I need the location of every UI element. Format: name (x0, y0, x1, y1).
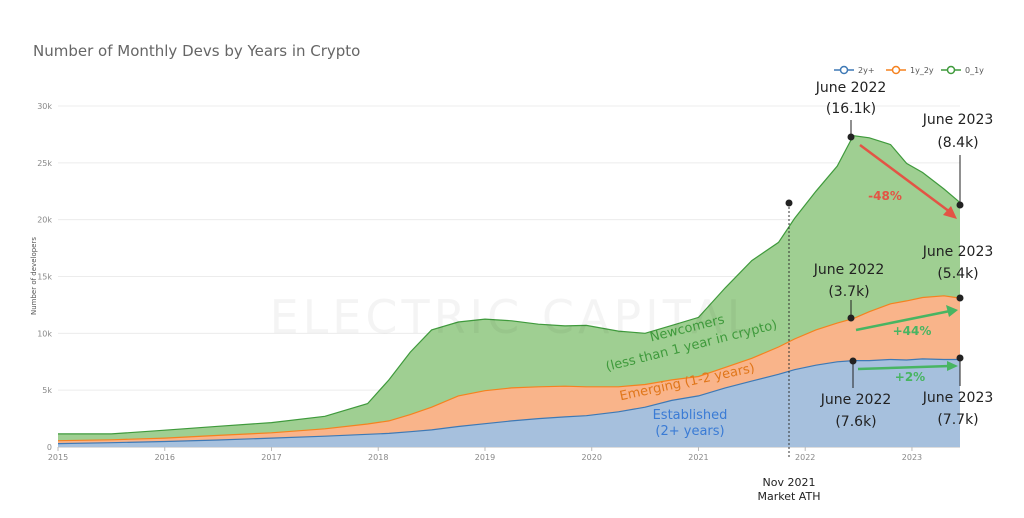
established-change-arrow (857, 364, 951, 371)
watermark: ELECTRIC CAPITAL (270, 290, 757, 344)
june2023-emerging-date: June 2023 (922, 244, 994, 260)
june2023-total-date: June 2023 (922, 112, 994, 128)
y-tick-label-2: 10k (37, 329, 52, 338)
y-axis-label: Number of developers (30, 237, 38, 315)
x-tick-label-4: 2019 (475, 453, 495, 462)
established-label-line1: Established (653, 408, 728, 423)
x-tick-label-8: 2023 (902, 453, 922, 462)
ath-marker-dot (785, 199, 793, 207)
june2023-emerging-value: (5.4k) (937, 266, 978, 282)
legend-label-0-1y: 0_1y (965, 66, 984, 75)
legend-item-0-1y[interactable]: 0_1y (941, 65, 984, 75)
chart-title: Number of Monthly Devs by Years in Crypt… (33, 42, 360, 60)
june2023-total-value: (8.4k) (937, 135, 978, 151)
area-2y-plus (58, 358, 960, 447)
legend-item-1y-2y[interactable]: 1y_2y (886, 65, 934, 75)
june2023-established-value: (7.7k) (937, 412, 978, 428)
x-tick-label-3: 2018 (368, 453, 388, 462)
june2023-total-dot (956, 201, 964, 209)
x-axis-ticks: 2015 2016 2017 2018 2019 2020 2021 2022 2023 (48, 446, 960, 462)
established-change-arrowhead (947, 361, 958, 371)
established-change-pct: +2% (895, 370, 925, 384)
area-0-1y (58, 135, 960, 441)
x-tick-label-5: 2020 (582, 453, 602, 462)
june2023-established-date: June 2023 (922, 390, 994, 406)
total-change-pct: -48% (868, 189, 902, 203)
legend-label-2y-plus: 2y+ (858, 66, 875, 75)
x-tick-label-2: 2017 (261, 453, 281, 462)
total-change-arrowhead (943, 206, 957, 219)
total-change-arrow (859, 143, 951, 214)
june2022-total-value: (16.1k) (826, 101, 876, 117)
y-tick-label-3: 15k (37, 273, 52, 282)
june2022-emerging-dot (847, 314, 855, 322)
established-label-line2: (2+ years) (655, 424, 724, 439)
ath-label-line2: Market ATH (758, 490, 821, 503)
x-tick-label-0: 2015 (48, 453, 68, 462)
y-tick-label-5: 25k (37, 159, 52, 168)
x-tick-label-1: 2016 (155, 453, 175, 462)
legend: 2y+ 1y_2y 0_1y (834, 65, 984, 75)
june2022-established-date: June 2022 (820, 392, 892, 408)
area-1y-2y-line (57, 295, 961, 442)
area-0-1y-line (58, 134, 961, 435)
x-tick-label-7: 2022 (795, 453, 815, 462)
area-1y-2y (58, 295, 960, 444)
june2023-emerging-dot (956, 294, 964, 302)
june2022-established-value: (7.6k) (835, 414, 876, 430)
emerging-change-arrowhead (946, 305, 958, 317)
emerging-change-arrow (855, 309, 951, 332)
june2022-emerging-date: June 2022 (813, 262, 885, 278)
y-tick-label-6: 30k (37, 102, 52, 111)
ath-label-line1: Nov 2021 (763, 476, 816, 489)
area-2y-plus-line (57, 358, 960, 445)
june2022-total-date: June 2022 (815, 80, 887, 96)
stacked-areas (57, 134, 961, 447)
y-tick-label-4: 20k (37, 216, 52, 225)
june2022-established-dot (849, 357, 857, 365)
legend-item-2y-plus[interactable]: 2y+ (834, 65, 875, 75)
june2022-emerging-value: (3.7k) (828, 284, 869, 300)
y-axis-ticks: 0 5k 10k 15k 20k 25k 30k (37, 102, 52, 452)
emerging-change-pct: +44% (893, 324, 932, 338)
legend-label-1y-2y: 1y_2y (910, 66, 934, 75)
x-tick-label-6: 2021 (688, 453, 708, 462)
june2023-established-dot (956, 354, 964, 362)
june2022-total-dot (847, 133, 855, 141)
y-tick-label-1: 5k (42, 386, 52, 395)
y-tick-label-0: 0 (47, 443, 52, 452)
